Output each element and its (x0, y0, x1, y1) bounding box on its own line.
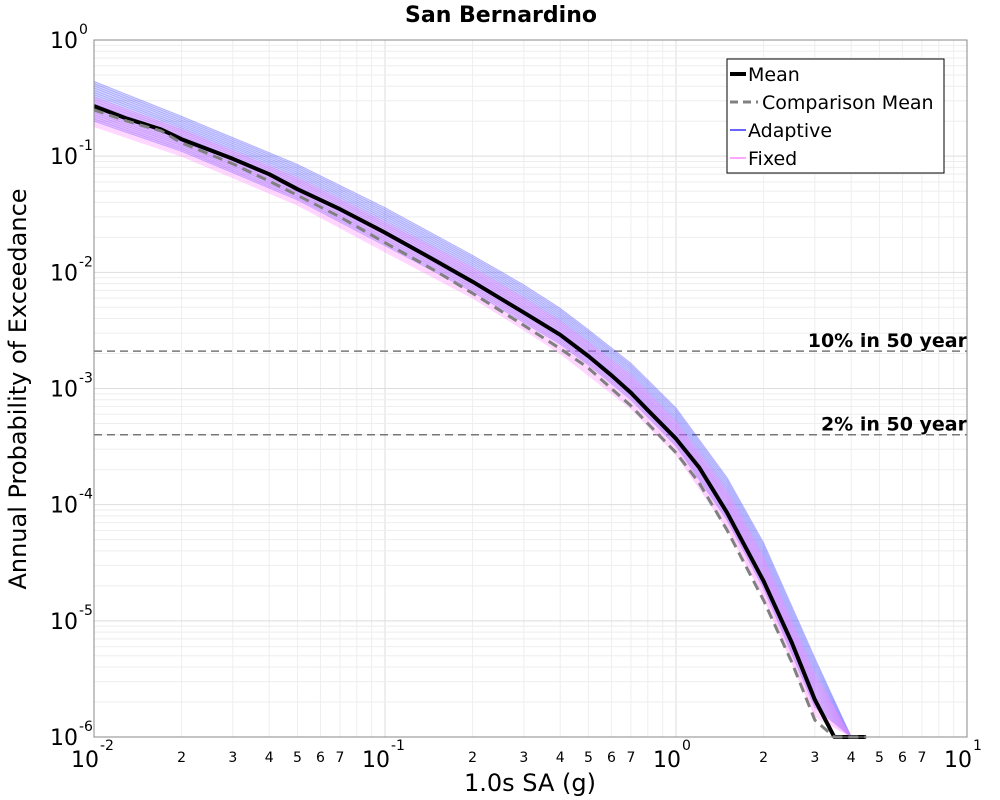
x-tick-label: 101 (944, 738, 982, 773)
band-curve (93, 116, 880, 738)
x-minor-tick-label: 5 (293, 750, 302, 766)
y-tick-base: 10 (50, 29, 78, 54)
x-minor-tick-label: 3 (810, 750, 819, 766)
band-curve (93, 87, 880, 738)
y-tick-base: 10 (50, 261, 78, 286)
x-tick-exponent: -1 (391, 738, 405, 754)
x-minor-tick-label: 6 (898, 750, 907, 766)
grid (94, 40, 967, 737)
band-curve (93, 119, 880, 738)
legend-label: Adaptive (748, 120, 832, 142)
band-curve (93, 118, 880, 738)
x-axis-label: 1.0s SA (g) (464, 769, 596, 797)
band-curve (93, 101, 880, 738)
band-curve (93, 103, 880, 738)
band-curve (93, 120, 880, 738)
band-curve (93, 83, 880, 738)
band-curve (93, 85, 880, 738)
y-tick-exponent: -3 (79, 371, 93, 387)
x-minor-tick-label: 6 (607, 750, 616, 766)
x-minor-tick-label: 5 (875, 750, 884, 766)
plot-frame (93, 39, 968, 738)
band-curve (93, 98, 880, 738)
x-minor-tick-label: 3 (519, 750, 528, 766)
y-tick-base: 10 (50, 378, 78, 403)
y-tick-label: 10 0 (50, 22, 88, 54)
y-tick-base: 10 (50, 145, 78, 170)
y-tick-label: 10 -2 (50, 254, 93, 286)
mean-series (93, 104, 867, 739)
x-minor-tick-label: 5 (584, 750, 593, 766)
band-curve (93, 80, 880, 738)
legend-box (726, 58, 945, 174)
x-tick-base: 10 (362, 748, 390, 773)
legend-label: Mean (748, 64, 800, 86)
x-minor-tick-label: 4 (265, 750, 274, 766)
x-tick-label: 10-1 (362, 738, 405, 773)
x-tick-base: 10 (71, 748, 99, 773)
x-minor-tick-label: 7 (917, 750, 926, 766)
band-curve (93, 97, 880, 738)
x-tick-label: 10-2 (71, 738, 114, 773)
y-tick-exponent: -1 (79, 138, 93, 154)
y-tick-label: 10 -4 (50, 487, 93, 519)
band-curve (93, 100, 880, 738)
x-tick-base: 10 (944, 748, 972, 773)
y-axis-label: Annual Probability of Exceedance (4, 188, 32, 589)
y-tick-exponent: -4 (79, 487, 93, 503)
band-curve (93, 117, 880, 738)
band-curve (93, 94, 880, 738)
x-minor-tick-label: 6 (316, 750, 325, 766)
x-tick-base: 10 (653, 748, 681, 773)
x-minor-tick-label: 2 (759, 750, 768, 766)
band-curve (93, 122, 880, 738)
x-minor-tick-label: 3 (228, 750, 237, 766)
reference-line-label: 10% in 50 year (808, 330, 968, 352)
y-tick-base: 10 (50, 494, 78, 519)
reference-lines: 10% in 50 year 2% in 50 year (94, 330, 968, 436)
y-tick-exponent: -5 (79, 603, 93, 619)
band-curve (93, 92, 880, 738)
curve-bands (93, 80, 880, 738)
x-minor-tick-label: 2 (468, 750, 477, 766)
band-fixed (93, 97, 880, 738)
band-fill (94, 97, 880, 737)
x-tick-exponent: 0 (682, 738, 691, 754)
band-curve (93, 96, 880, 738)
legend-label: Comparison Mean (762, 92, 934, 114)
legend-label: Fixed (748, 148, 797, 170)
y-tick-base: 10 (50, 726, 78, 751)
x-tick-exponent: -2 (100, 738, 114, 754)
x-minor-tick-label: 4 (847, 750, 856, 766)
band-curve (93, 100, 880, 738)
y-tick-base: 10 (50, 610, 78, 635)
y-tick-label: 10 -5 (50, 603, 93, 635)
chart-title: San Bernardino (405, 3, 597, 28)
series-mean (93, 104, 867, 739)
legend: Mean Comparison Mean Adaptive Fixed (726, 58, 945, 174)
y-tick-label: 10 -1 (50, 138, 93, 170)
band-curve (93, 105, 880, 738)
x-minor-tick-label: 4 (556, 750, 565, 766)
x-minor-tick-label: 2 (177, 750, 186, 766)
band-curve (93, 89, 880, 738)
reference-line-label: 2% in 50 year (821, 414, 968, 436)
band-fill (94, 81, 880, 737)
band-curve (93, 98, 880, 738)
x-minor-tick-label: 7 (626, 750, 635, 766)
x-tick-exponent: 1 (973, 738, 982, 754)
x-tick-label: 100 (653, 738, 691, 773)
y-tick-exponent: -6 (79, 719, 93, 735)
y-tick-label: 10 -3 (50, 371, 93, 403)
x-minor-tick-label: 7 (335, 750, 344, 766)
band-curve (93, 103, 880, 738)
y-tick-label: 10 -6 (50, 719, 93, 751)
y-tick-exponent: 0 (79, 22, 88, 38)
y-tick-exponent: -2 (79, 254, 93, 270)
